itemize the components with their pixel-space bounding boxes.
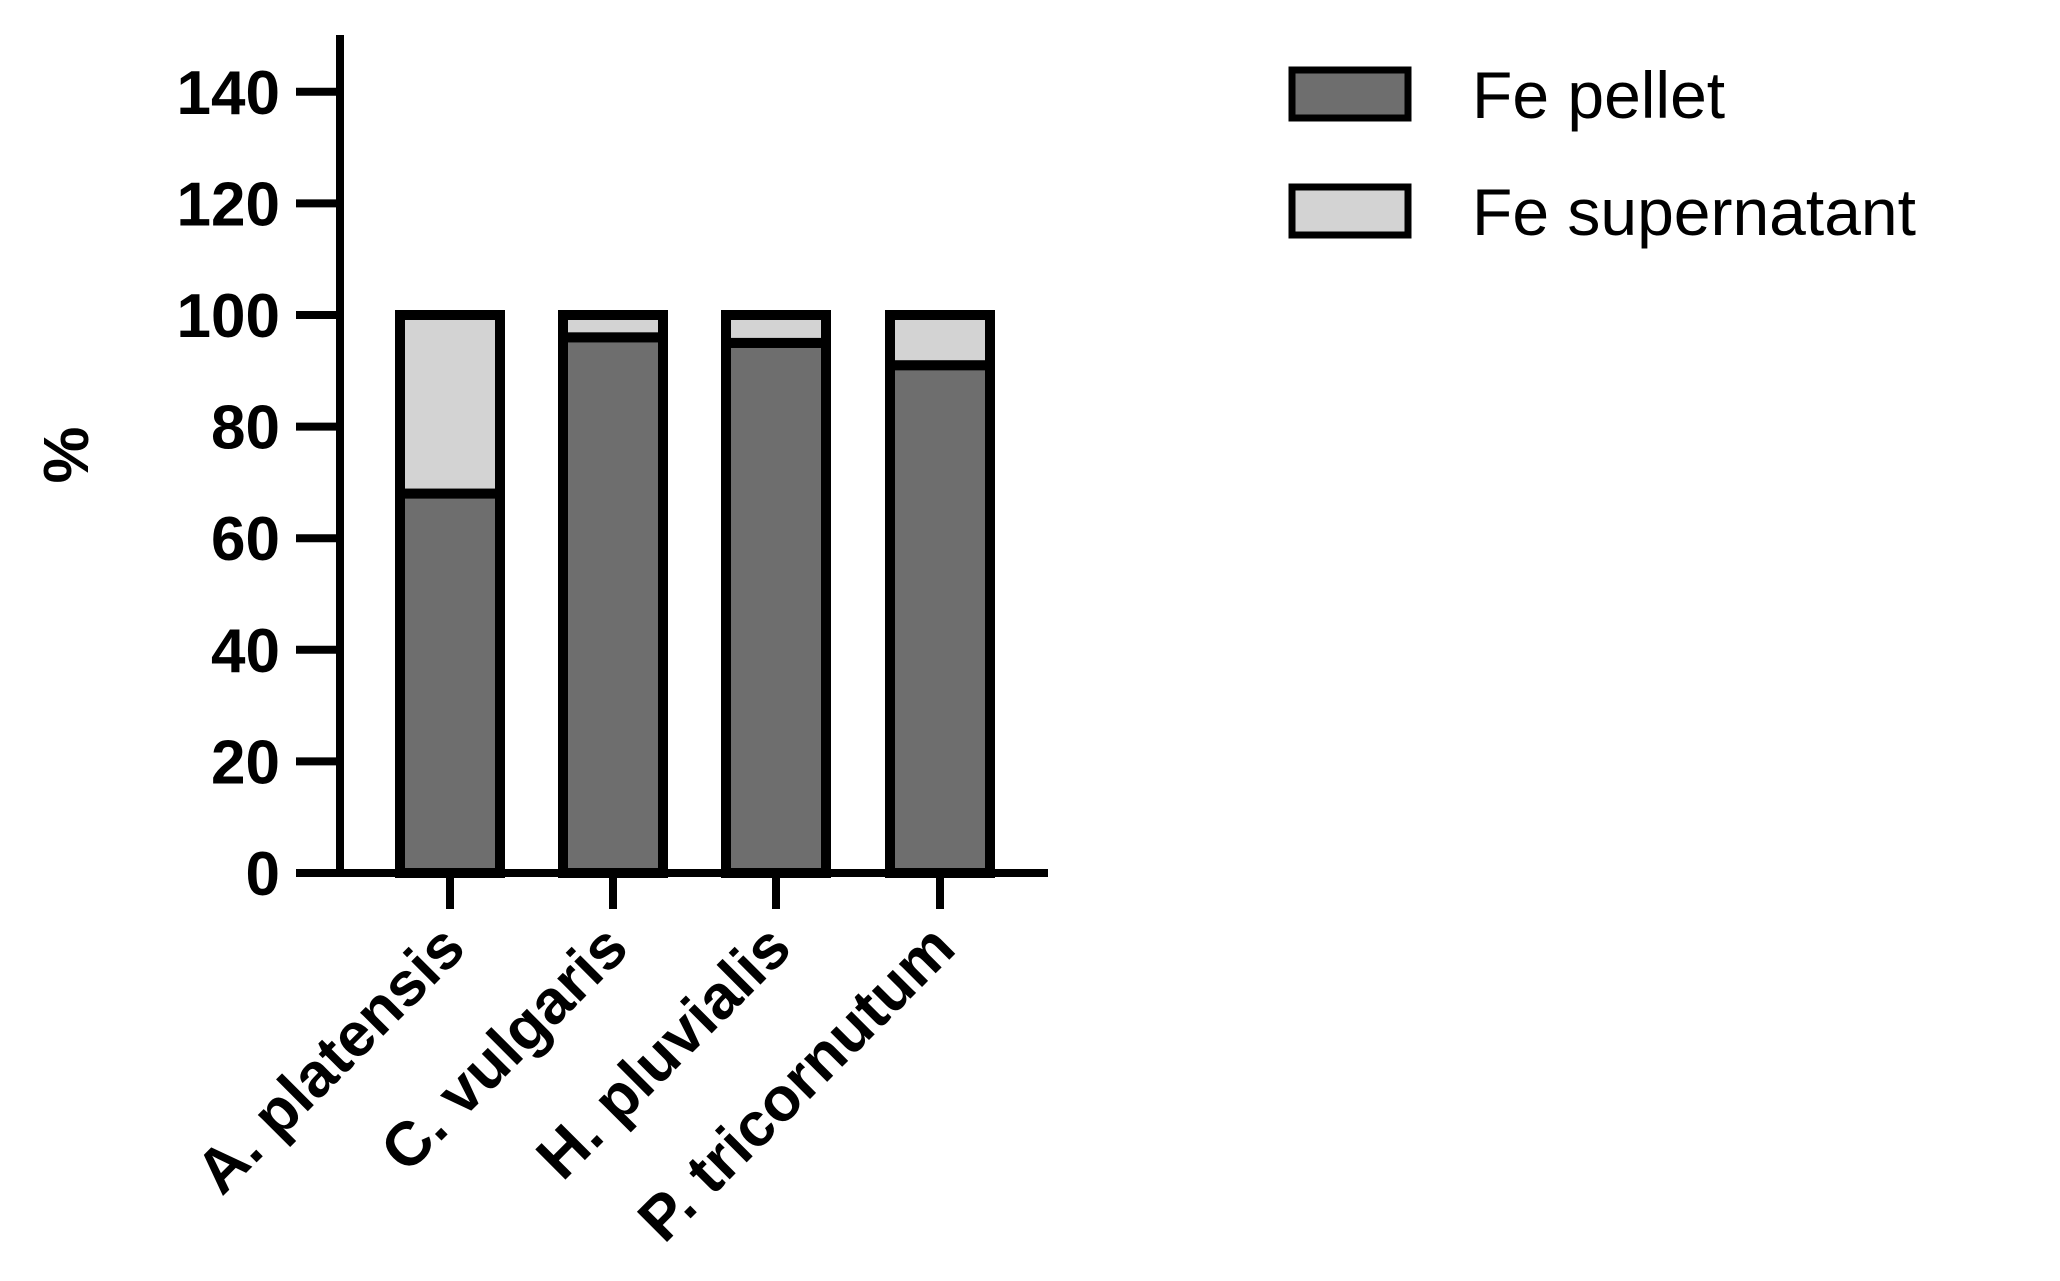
bar-segment <box>885 310 995 371</box>
y-tick-label: 40 <box>211 617 280 686</box>
y-tick-label: 0 <box>246 840 280 909</box>
legend: Fe pellet Fe supernatant <box>1288 58 1916 249</box>
y-tick-label: 120 <box>177 170 280 239</box>
bar-segment <box>885 360 995 878</box>
bar-segment <box>558 310 668 343</box>
y-tick-label: 100 <box>177 282 280 351</box>
bar-segment <box>721 337 831 878</box>
legend-label: Fe supernatant <box>1472 175 1916 249</box>
y-tick-label: 20 <box>211 728 280 797</box>
bar-segment <box>395 310 505 499</box>
bar-segment <box>558 332 668 878</box>
bar-segment <box>395 488 505 878</box>
y-axis-title: % <box>30 427 102 484</box>
legend-swatch <box>1288 66 1412 122</box>
y-tick-label: 140 <box>177 59 280 128</box>
legend-label: Fe pellet <box>1472 58 1725 132</box>
legend-swatch <box>1288 183 1412 239</box>
bars-layer <box>395 310 995 878</box>
y-tick-label: 60 <box>211 505 280 574</box>
bar-segment <box>721 310 831 348</box>
y-tick-label: 80 <box>211 394 280 463</box>
